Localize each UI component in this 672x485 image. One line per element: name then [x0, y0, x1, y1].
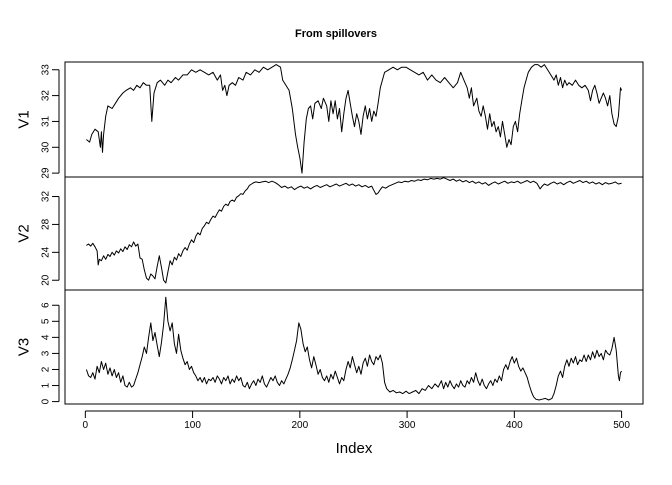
y-tick-label: 32 [41, 90, 52, 102]
series-line-v3 [85, 296, 623, 401]
y-tick-label: 4 [41, 334, 52, 340]
chart-title: From spillovers [295, 28, 377, 40]
panels: 29 30 31 32 33 V1 20 24 28 32 V2 0 1 2 3 4 5 6 V3 [15, 61, 644, 405]
y-tick-label: 33 [41, 64, 52, 76]
panel-frame [64, 289, 644, 405]
series-label-v3: V3 [15, 338, 32, 356]
series-label-v1: V1 [15, 110, 32, 128]
y-tick-label: 6 [41, 302, 52, 308]
y-tick-label: 32 [41, 191, 52, 203]
x-tick-label: 400 [506, 420, 523, 431]
panel-frame [64, 176, 644, 291]
panel-v3: 0 1 2 3 4 5 6 V3 [15, 289, 644, 405]
x-tick-label: 200 [291, 420, 308, 431]
panel-v1: 29 30 31 32 33 V1 [15, 61, 644, 179]
x-tick-label: 0 [83, 420, 89, 431]
y-tick-label: 30 [41, 141, 52, 153]
y-tick-label: 1 [41, 382, 52, 388]
y-tick-label: 31 [41, 115, 52, 127]
x-axis-label: Index [336, 440, 373, 457]
y-tick-label: 5 [41, 318, 52, 324]
y-tick-label: 3 [41, 350, 52, 356]
series-line-v2 [86, 177, 622, 284]
y-tick-label: 29 [41, 167, 52, 179]
x-axis: 0 100 200 300 400 500 [83, 410, 630, 431]
x-tick-label: 500 [613, 420, 630, 431]
x-tick-label: 100 [184, 420, 201, 431]
panel-v2: 20 24 28 32 V2 [15, 176, 644, 291]
y-tick-label: 20 [41, 274, 52, 286]
series-label-v2: V2 [15, 224, 32, 242]
x-tick-label: 300 [399, 420, 416, 431]
y-tick-label: 2 [41, 366, 52, 372]
y-tick-label: 0 [41, 398, 52, 404]
y-tick-label: 24 [41, 246, 52, 258]
y-tick-label: 28 [41, 218, 52, 230]
series-line-v1 [86, 64, 623, 174]
